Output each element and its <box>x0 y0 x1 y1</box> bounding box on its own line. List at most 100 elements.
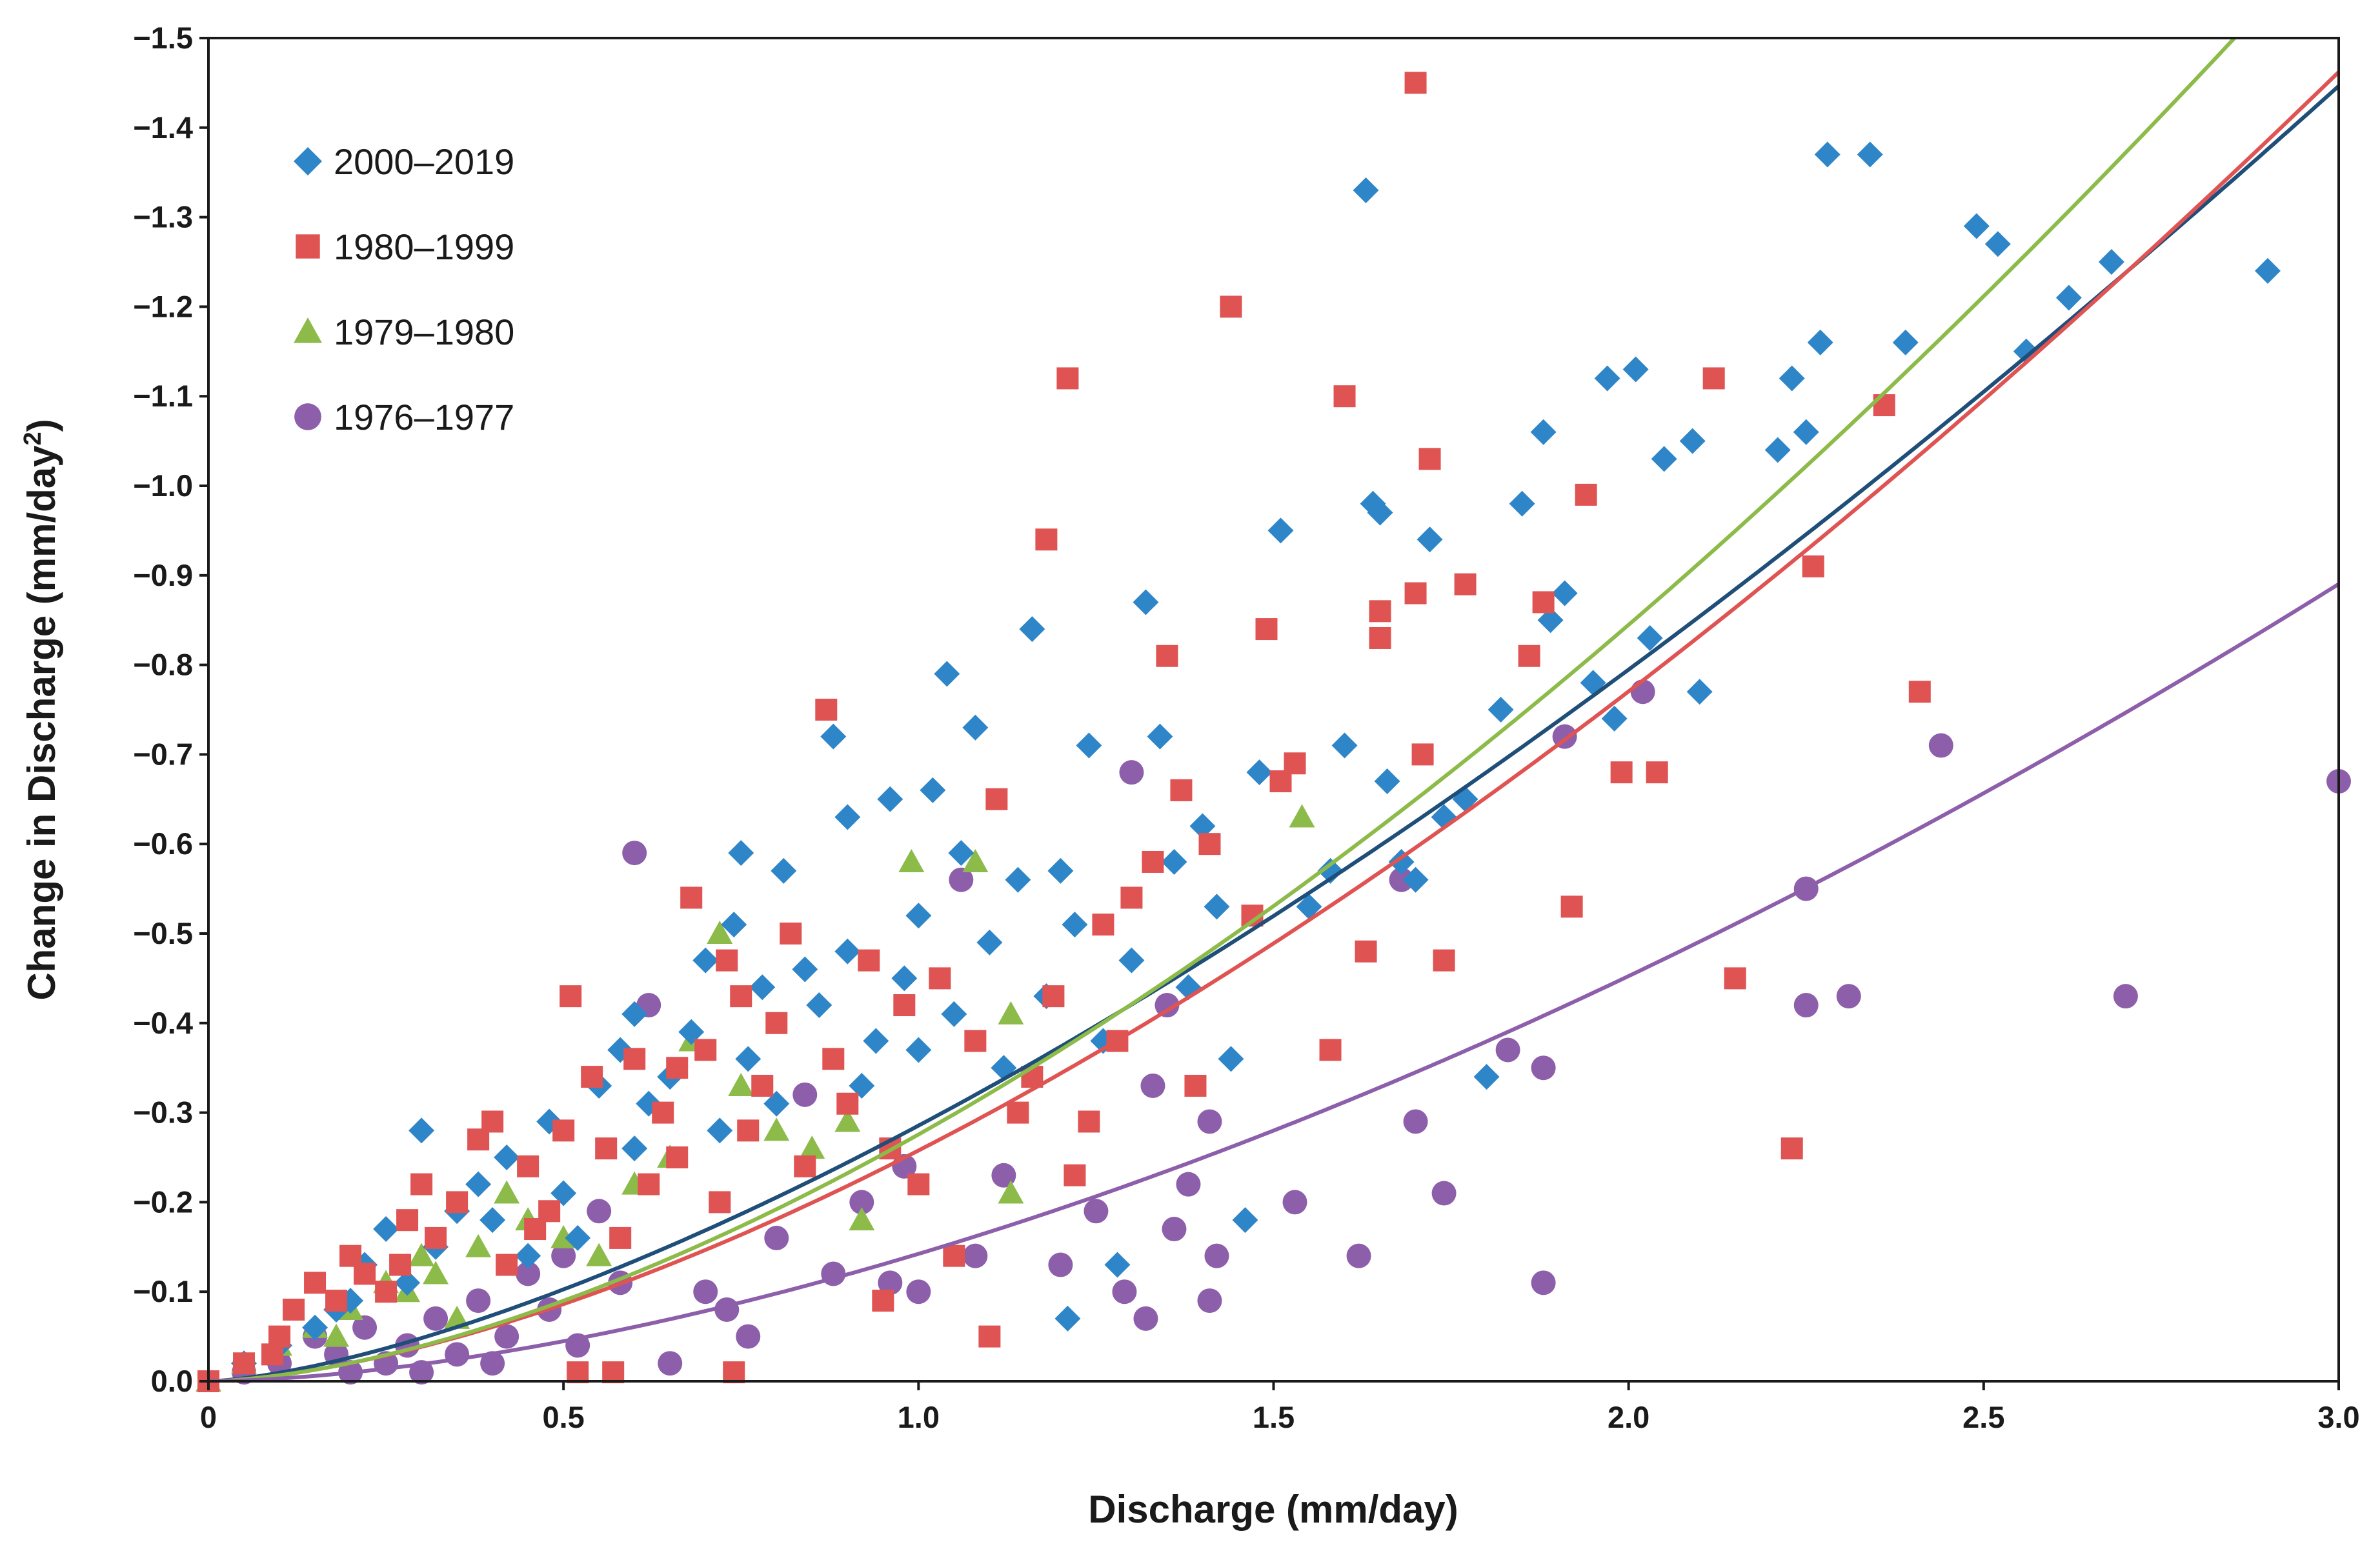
data-point <box>1369 600 1391 623</box>
data-point <box>1317 857 1344 884</box>
data-point <box>1509 490 1535 517</box>
data-point <box>602 1361 625 1384</box>
data-point <box>283 1298 305 1321</box>
data-point <box>496 1254 518 1276</box>
legend-label: 1976–1977 <box>334 397 514 437</box>
data-point <box>709 1191 731 1214</box>
y-tick-label: −1.4 <box>133 110 193 145</box>
x-axis-ticks: 0 0.5 1.0 1.5 2.0 2.5 3.0 <box>200 1381 2360 1434</box>
data-point <box>1084 1199 1109 1224</box>
data-point <box>622 841 647 866</box>
data-point <box>1104 1252 1131 1278</box>
x-tick-label: 2.0 <box>1608 1400 1649 1434</box>
data-point <box>1780 1137 1803 1160</box>
data-point <box>1062 912 1088 938</box>
data-point <box>964 1030 987 1052</box>
data-point <box>1702 367 1725 390</box>
legend-marker <box>294 403 321 430</box>
data-point <box>494 1324 519 1349</box>
data-point <box>1156 645 1178 667</box>
data-point <box>517 1155 540 1177</box>
data-point <box>1353 177 1379 203</box>
data-point <box>1404 72 1427 94</box>
data-point <box>586 1243 612 1266</box>
data-point <box>794 1155 816 1177</box>
data-point <box>666 1057 689 1079</box>
data-point <box>792 1082 818 1107</box>
data-point <box>1531 1270 1556 1295</box>
data-point <box>304 1272 327 1294</box>
y-tick-label: −0.5 <box>133 916 193 950</box>
data-point <box>1488 697 1514 723</box>
data-point <box>1255 618 1278 641</box>
data-point <box>1389 867 1414 892</box>
data-point <box>1007 1101 1029 1124</box>
data-point <box>849 1072 875 1099</box>
legend-label: 1980–1999 <box>334 226 514 267</box>
data-point <box>1454 573 1477 595</box>
data-point <box>1374 768 1400 795</box>
data-point <box>1908 681 1931 703</box>
data-point <box>1532 591 1555 614</box>
data-point <box>1140 1073 1165 1098</box>
data-point <box>1282 1190 1307 1215</box>
data-point <box>1518 645 1540 667</box>
legend-item: 2000–2019 <box>294 141 514 182</box>
data-point <box>623 1048 646 1070</box>
legend-item: 1976–1977 <box>294 397 514 437</box>
data-point <box>1092 914 1114 936</box>
data-point <box>1892 329 1919 355</box>
data-point <box>822 1048 845 1070</box>
data-point <box>849 1190 874 1215</box>
data-point <box>1246 759 1273 786</box>
fit-curves <box>208 38 2339 1381</box>
data-point <box>1928 733 1953 758</box>
data-point <box>1764 437 1791 463</box>
data-point <box>323 1323 350 1347</box>
data-point <box>1019 616 1045 643</box>
data-point <box>1495 1037 1520 1063</box>
data-point <box>1147 723 1173 750</box>
data-point <box>1118 947 1145 974</box>
data-point <box>1267 517 1294 544</box>
data-point <box>963 1243 988 1268</box>
data-point <box>1814 141 1840 168</box>
data-point <box>815 699 838 721</box>
data-point <box>396 1209 419 1232</box>
data-point <box>354 1263 376 1285</box>
data-point <box>905 1037 932 1063</box>
y-tick-label: −0.8 <box>133 648 193 682</box>
y-tick-label: −1.0 <box>133 468 193 503</box>
data-point <box>735 1046 761 1072</box>
data-point <box>524 1218 547 1241</box>
fit-curve <box>208 582 2339 1381</box>
data-point <box>806 992 832 1019</box>
data-point <box>799 1135 825 1159</box>
fit-curve <box>208 38 2237 1381</box>
data-point <box>261 1343 284 1366</box>
data-point <box>728 840 754 866</box>
legend-label: 2000–2019 <box>334 141 514 182</box>
data-point <box>934 661 960 687</box>
data-point <box>1176 1172 1201 1197</box>
data-point <box>658 1351 683 1376</box>
data-point <box>666 1146 689 1168</box>
data-points <box>196 72 2351 1392</box>
data-point <box>771 857 797 884</box>
data-point <box>609 1226 632 1249</box>
fit-curve <box>208 85 2339 1381</box>
data-point <box>2254 257 2281 284</box>
y-tick-label: −0.2 <box>133 1184 193 1219</box>
data-point <box>1119 760 1144 785</box>
data-point <box>1651 446 1677 472</box>
data-point <box>1197 1288 1222 1314</box>
data-point <box>943 1244 965 1267</box>
data-point <box>408 1243 435 1266</box>
y-tick-label: −1.3 <box>133 200 193 234</box>
legend-marker <box>296 234 320 259</box>
data-point <box>302 1314 328 1341</box>
data-point <box>834 938 861 964</box>
data-point <box>1531 1055 1556 1081</box>
data-point <box>898 848 925 872</box>
